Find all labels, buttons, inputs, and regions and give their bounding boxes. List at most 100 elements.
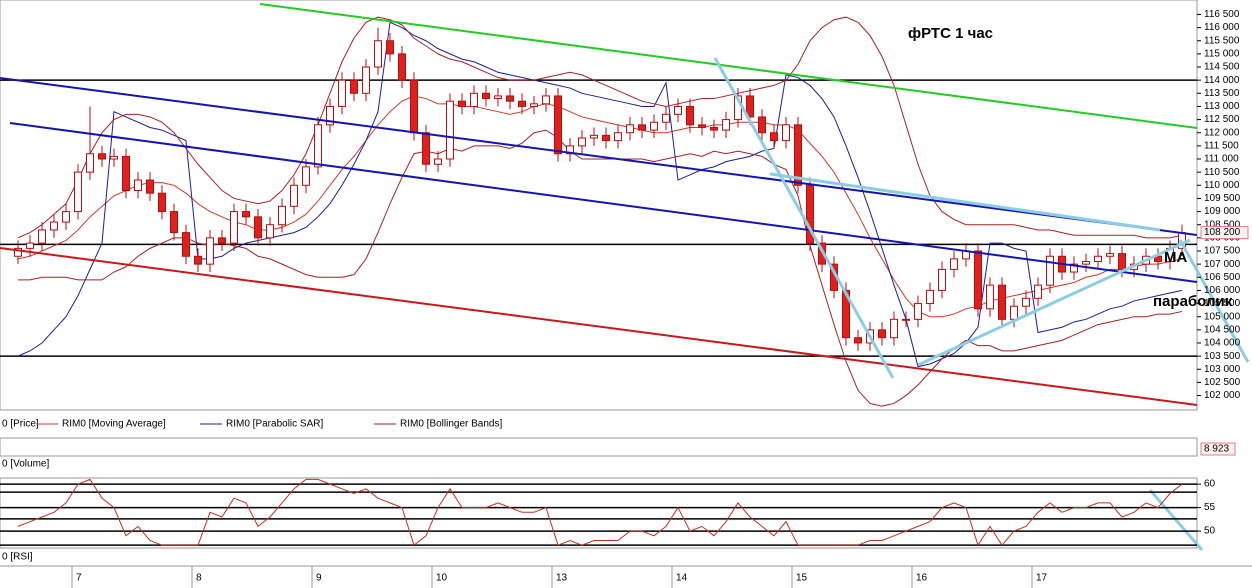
x-tick-label: 9 xyxy=(316,573,322,584)
y-tick-label: 115 500 xyxy=(1204,35,1240,46)
panel-label: 0 [Volume] xyxy=(2,459,49,470)
candle-body xyxy=(302,166,310,186)
candle-body xyxy=(614,132,622,142)
candle-body xyxy=(794,124,802,186)
candle-body xyxy=(158,192,166,213)
x-tick-label: 7 xyxy=(76,573,82,584)
current-price-label: 108 200 xyxy=(1204,227,1241,238)
candle-body xyxy=(722,119,730,131)
candle-body xyxy=(266,224,274,239)
candle-body xyxy=(422,132,430,165)
y-tick-label: 113 000 xyxy=(1204,101,1240,112)
indicator-line xyxy=(17,16,1183,239)
candle-body xyxy=(782,124,790,142)
candle-body xyxy=(686,105,694,126)
x-tick-label: 8 xyxy=(196,573,202,584)
candle-body xyxy=(530,103,538,107)
candle-body xyxy=(86,153,94,173)
legend-label: RIM0 [Moving Average] xyxy=(62,419,166,430)
candle-body xyxy=(482,92,490,100)
candle-body xyxy=(602,134,610,142)
candle-body xyxy=(854,337,862,344)
trend-line xyxy=(713,57,895,379)
candle-body xyxy=(626,124,634,134)
y-tick-label: 50 xyxy=(1204,526,1216,537)
candle-body xyxy=(578,137,586,147)
candle-body xyxy=(698,124,706,128)
y-tick-label: 106 500 xyxy=(1204,272,1241,283)
trend-line xyxy=(917,238,1191,367)
candle-body xyxy=(710,126,718,131)
candle-body xyxy=(326,105,334,126)
candle-body xyxy=(986,284,994,310)
y-tick-label: 111 500 xyxy=(1204,141,1239,152)
annotation: параболик xyxy=(1153,293,1233,310)
trend-line xyxy=(259,3,1197,129)
trend-line xyxy=(0,77,1197,236)
y-tick-label: 103 500 xyxy=(1204,351,1241,362)
x-tick-label: 16 xyxy=(916,573,928,584)
x-tick-label: 10 xyxy=(436,573,448,584)
candle-body xyxy=(278,205,286,226)
y-tick-label: 102 000 xyxy=(1204,390,1241,401)
candle-body xyxy=(518,100,526,107)
y-tick-label: 104 000 xyxy=(1204,338,1241,349)
candle-body xyxy=(26,242,34,249)
candle-body xyxy=(890,318,898,339)
trend-line xyxy=(1178,239,1250,363)
y-tick-label: 105 000 xyxy=(1204,311,1241,322)
candle-body xyxy=(914,303,922,320)
current-price-box xyxy=(1200,226,1249,240)
candle-body xyxy=(902,318,910,321)
candle-body xyxy=(362,66,370,94)
y-tick-label: 112 000 xyxy=(1204,127,1240,138)
candle-body xyxy=(878,329,886,339)
trend-line xyxy=(9,122,1197,283)
candle-body xyxy=(110,155,118,160)
candle-body xyxy=(650,121,658,131)
rsi-plot xyxy=(0,478,1197,547)
candle-body xyxy=(98,153,106,160)
y-tick-box xyxy=(1200,442,1236,456)
candle-body xyxy=(1046,255,1054,286)
candle-body xyxy=(350,79,358,94)
candle-body xyxy=(674,105,682,115)
candle-body xyxy=(470,92,478,107)
candle-body xyxy=(1118,253,1126,270)
candle-body xyxy=(290,184,298,207)
candle-body xyxy=(506,95,514,102)
panel-label: 0 [RSI] xyxy=(2,552,33,563)
candle-body xyxy=(998,284,1006,320)
candle-body xyxy=(410,79,418,134)
y-tick-label: 8 923 xyxy=(1204,444,1229,455)
candle-body xyxy=(554,95,562,155)
candle-body xyxy=(218,237,226,244)
candle-body xyxy=(314,124,322,168)
candle-body xyxy=(182,232,190,257)
candle-body xyxy=(254,216,262,239)
candle-body xyxy=(1010,305,1018,320)
candle-body xyxy=(38,229,46,244)
candle-body xyxy=(74,171,82,213)
candle-body xyxy=(230,211,238,244)
legend-label: 0 [Price] xyxy=(2,419,39,430)
candle-body xyxy=(1070,263,1078,273)
candle-body xyxy=(194,255,202,265)
candle-body xyxy=(1034,284,1042,299)
candle-body xyxy=(974,250,982,310)
trend-line xyxy=(769,172,1161,232)
y-tick-label: 110 000 xyxy=(1204,180,1240,191)
y-tick-label: 106 000 xyxy=(1204,285,1241,296)
y-tick-label: 103 000 xyxy=(1204,364,1241,375)
candle-body xyxy=(134,179,142,192)
y-tick-label: 116 000 xyxy=(1204,22,1240,33)
candle-body xyxy=(806,184,814,244)
candle-body xyxy=(146,179,154,194)
candle-body xyxy=(50,221,58,231)
candle-body xyxy=(662,113,670,123)
candle-body xyxy=(1022,297,1030,307)
candle-body xyxy=(494,95,502,100)
legend-label: RIM0 [Bollinger Bands] xyxy=(400,419,502,430)
